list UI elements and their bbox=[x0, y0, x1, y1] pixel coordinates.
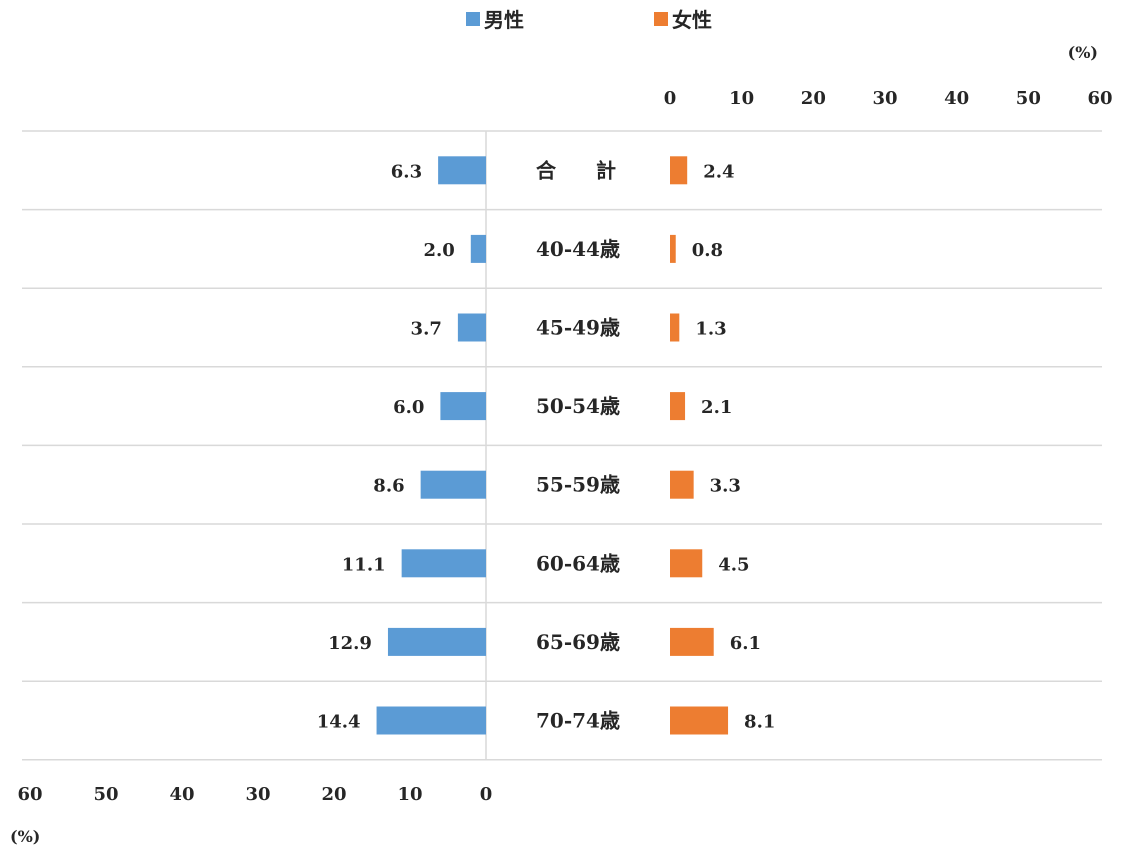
female-bar bbox=[670, 627, 714, 656]
male-bar bbox=[440, 392, 486, 421]
female-value-label: 1.3 bbox=[695, 319, 726, 340]
male-bar bbox=[438, 156, 486, 185]
male-bar bbox=[387, 627, 486, 656]
category-label: 60-64歳 bbox=[536, 551, 620, 575]
left-axis-unit: (%) bbox=[10, 827, 40, 846]
male-bar bbox=[401, 549, 486, 578]
category-label: 40-44歳 bbox=[536, 237, 620, 261]
right-axis-unit: (%) bbox=[1068, 43, 1098, 62]
male-value-label: 3.7 bbox=[411, 319, 442, 340]
right-axis-tick-label: 60 bbox=[1087, 88, 1112, 109]
left-axis-tick-label: 30 bbox=[245, 784, 270, 805]
female-value-label: 2.4 bbox=[703, 161, 734, 182]
right-axis-tick-label: 20 bbox=[801, 88, 826, 109]
female-bar bbox=[670, 156, 688, 185]
female-value-label: 4.5 bbox=[718, 554, 749, 575]
right-axis-tick-label: 0 bbox=[664, 88, 677, 109]
male-value-label: 6.3 bbox=[391, 161, 422, 182]
right-axis-tick-label: 30 bbox=[872, 88, 897, 109]
category-labels: 合 計 40-44歳 45-49歳 50-54歳 55-59歳 60-64歳 65-69歳 7… bbox=[536, 158, 620, 732]
female-value-label: 2.1 bbox=[701, 397, 732, 418]
right-axis-ticks: 0 10 20 30 40 50 60 bbox=[664, 88, 1113, 109]
left-axis-tick-label: 50 bbox=[93, 784, 118, 805]
legend-swatch-female bbox=[654, 12, 668, 26]
category-label: 合 計 bbox=[536, 158, 616, 182]
female-bar bbox=[670, 392, 686, 421]
left-axis-tick-label: 10 bbox=[397, 784, 422, 805]
right-axis-tick-label: 40 bbox=[944, 88, 969, 109]
left-axis-ticks: 60 50 40 30 20 10 0 bbox=[17, 784, 492, 805]
male-bar bbox=[376, 706, 486, 735]
right-axis-tick-label: 50 bbox=[1016, 88, 1041, 109]
category-label: 45-49歳 bbox=[536, 316, 620, 340]
male-value-label: 11.1 bbox=[342, 554, 386, 575]
male-bar bbox=[470, 234, 486, 263]
male-series: 6.3 2.0 3.7 6.0 8.6 11.1 12.9 14.4 bbox=[317, 156, 486, 735]
male-bar bbox=[420, 470, 486, 499]
female-value-label: 6.1 bbox=[730, 633, 761, 654]
female-value-label: 0.8 bbox=[692, 240, 723, 261]
gridlines bbox=[22, 130, 1102, 761]
legend-swatch-male bbox=[466, 12, 480, 26]
female-bar bbox=[670, 234, 676, 263]
female-series: 2.4 0.8 1.3 2.1 3.3 4.5 6.1 8.1 bbox=[670, 156, 775, 735]
female-bar bbox=[670, 549, 703, 578]
legend: 男性 女性 bbox=[466, 8, 712, 32]
male-value-label: 12.9 bbox=[328, 633, 372, 654]
left-axis-tick-label: 60 bbox=[17, 784, 42, 805]
left-axis-tick-label: 20 bbox=[321, 784, 346, 805]
male-value-label: 6.0 bbox=[393, 397, 424, 418]
male-value-label: 14.4 bbox=[317, 712, 361, 733]
category-label: 55-59歳 bbox=[536, 473, 620, 497]
female-value-label: 8.1 bbox=[744, 712, 775, 733]
female-bar bbox=[670, 706, 729, 735]
male-value-label: 2.0 bbox=[423, 240, 454, 261]
category-label: 50-54歳 bbox=[536, 394, 620, 418]
left-axis-tick-label: 0 bbox=[480, 784, 493, 805]
female-bar bbox=[670, 470, 694, 499]
category-label: 70-74歳 bbox=[536, 709, 620, 733]
male-bar bbox=[457, 313, 486, 342]
right-axis-tick-label: 10 bbox=[729, 88, 754, 109]
category-label: 65-69歳 bbox=[536, 630, 620, 654]
female-bar bbox=[670, 313, 680, 342]
left-axis-tick-label: 40 bbox=[169, 784, 194, 805]
male-value-label: 8.6 bbox=[373, 476, 404, 497]
legend-label-female: 女性 bbox=[672, 8, 712, 32]
legend-label-male: 男性 bbox=[484, 8, 524, 32]
female-value-label: 3.3 bbox=[710, 476, 741, 497]
